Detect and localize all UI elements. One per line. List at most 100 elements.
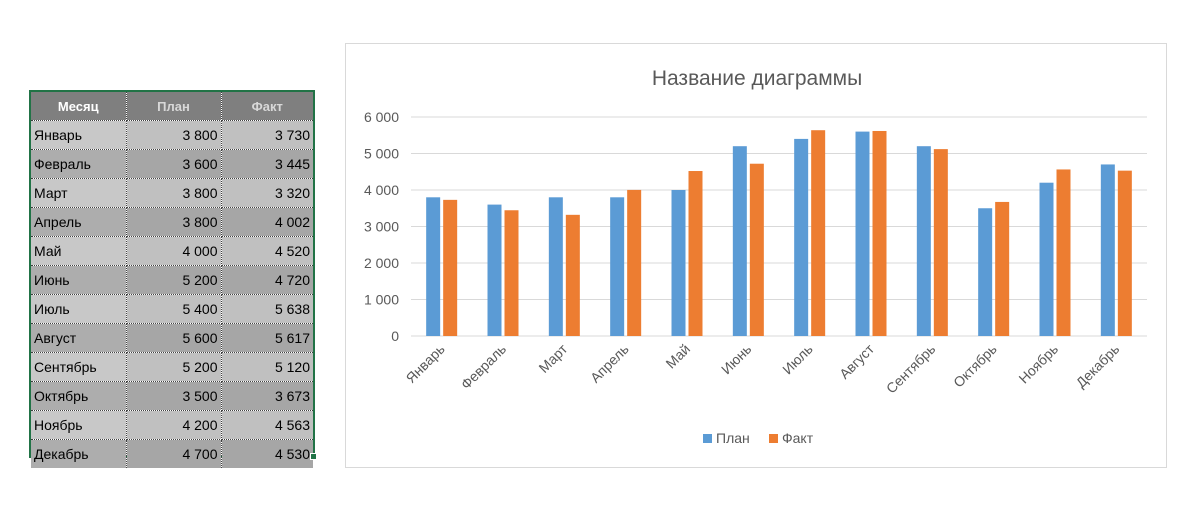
plan-cell[interactable]: 4 000 (126, 236, 222, 266)
header-fact[interactable]: Факт (221, 92, 313, 121)
bar-fact[interactable] (995, 201, 1010, 336)
month-cell[interactable]: Август (31, 323, 127, 353)
bar-plan[interactable] (610, 197, 625, 336)
chart-title[interactable]: Название диаграммы (652, 67, 862, 90)
x-tick-label: Август (836, 340, 878, 382)
fill-handle[interactable] (310, 453, 317, 460)
legend-label-fact: Факт (782, 430, 814, 446)
bar-fact[interactable] (1117, 170, 1132, 336)
month-cell[interactable]: Февраль (31, 149, 127, 179)
table-row: Декабрь 4 700 4 530 (31, 439, 313, 468)
plot-area[interactable] (426, 130, 1132, 336)
bar-fact[interactable] (688, 171, 703, 336)
plan-cell[interactable]: 3 800 (126, 207, 222, 237)
bar-plan[interactable] (855, 131, 870, 336)
plan-cell[interactable]: 3 500 (126, 381, 222, 411)
x-tick-label: Сентябрь (883, 341, 939, 397)
bar-plan[interactable] (794, 138, 809, 336)
fact-cell[interactable]: 4 002 (221, 207, 313, 237)
bar-plan[interactable] (426, 197, 441, 336)
bar-fact[interactable] (933, 149, 948, 336)
header-plan[interactable]: План (126, 92, 222, 121)
table-row: Январь 3 800 3 730 (31, 120, 313, 150)
legend[interactable]: План Факт (703, 430, 814, 446)
x-tick-label: Апрель (587, 341, 632, 386)
month-cell[interactable]: Апрель (31, 207, 127, 237)
y-axis: 0 1 000 2 000 3 000 4 000 5 000 6 000 (364, 109, 399, 344)
month-cell[interactable]: Июнь (31, 265, 127, 295)
bar-plan[interactable] (732, 146, 747, 336)
y-tick-label: 0 (391, 328, 399, 344)
bar-plan[interactable] (548, 197, 563, 336)
month-cell[interactable]: Октябрь (31, 381, 127, 411)
plan-cell[interactable]: 3 800 (126, 120, 222, 150)
plan-cell[interactable]: 5 400 (126, 294, 222, 324)
month-cell[interactable]: Январь (31, 120, 127, 150)
fact-cell[interactable]: 3 445 (221, 149, 313, 179)
data-table: Месяц План Факт Январь 3 800 3 730 Февраль 3… (31, 92, 313, 468)
plan-cell[interactable]: 3 600 (126, 149, 222, 179)
y-tick-label: 1 000 (364, 292, 399, 308)
chart-area[interactable]: Название диаграммы 0 1 000 2 000 3 000 4 000… (345, 43, 1167, 468)
fact-cell[interactable]: 5 638 (221, 294, 313, 324)
y-tick-label: 5 000 (364, 146, 399, 162)
bar-plan[interactable] (978, 208, 993, 336)
fact-cell[interactable]: 3 673 (221, 381, 313, 411)
table-row: Сентябрь 5 200 5 120 (31, 352, 313, 382)
fact-cell[interactable]: 4 720 (221, 265, 313, 295)
month-cell[interactable]: Май (31, 236, 127, 266)
x-tick-label: Май (662, 341, 693, 372)
fact-cell[interactable]: 3 320 (221, 178, 313, 208)
plan-cell[interactable]: 4 200 (126, 410, 222, 440)
fact-cell[interactable]: 4 530 (221, 439, 313, 468)
bar-fact[interactable] (1056, 169, 1071, 336)
x-tick-label: Январь (403, 341, 448, 386)
table-row: Июнь 5 200 4 720 (31, 265, 313, 295)
plan-cell[interactable]: 3 800 (126, 178, 222, 208)
table-row: Ноябрь 4 200 4 563 (31, 410, 313, 440)
x-tick-label: Февраль (458, 341, 510, 393)
y-tick-label: 6 000 (364, 109, 399, 125)
x-tick-label: Июнь (718, 341, 754, 377)
plan-cell[interactable]: 5 600 (126, 323, 222, 353)
legend-swatch-plan (703, 434, 712, 443)
bar-plan[interactable] (916, 146, 931, 336)
header-month[interactable]: Месяц (31, 92, 127, 121)
bar-fact[interactable] (565, 214, 580, 336)
plan-cell[interactable]: 4 700 (126, 439, 222, 468)
gridlines (411, 116, 1147, 337)
month-cell[interactable]: Июль (31, 294, 127, 324)
data-range[interactable]: Месяц План Факт Январь 3 800 3 730 Февраль 3… (29, 90, 317, 468)
bar-fact[interactable] (811, 130, 826, 336)
month-cell[interactable]: Март (31, 178, 127, 208)
fact-cell[interactable]: 4 520 (221, 236, 313, 266)
month-cell[interactable]: Декабрь (31, 439, 127, 468)
table-row: Август 5 600 5 617 (31, 323, 313, 353)
bar-plan[interactable] (1100, 164, 1115, 336)
fact-cell[interactable]: 5 120 (221, 352, 313, 382)
bar-fact[interactable] (872, 130, 887, 336)
bar-plan[interactable] (671, 190, 686, 336)
table-row: Май 4 000 4 520 (31, 236, 313, 266)
table-row: Март 3 800 3 320 (31, 178, 313, 208)
table-row: Июль 5 400 5 638 (31, 294, 313, 324)
x-axis: Январь Февраль Март Апрель Май Июнь Июль Август… (403, 340, 1123, 396)
bar-fact[interactable] (443, 199, 458, 336)
bar-chart: Название диаграммы 0 1 000 2 000 3 000 4 000… (364, 67, 1147, 446)
legend-swatch-fact (769, 434, 778, 443)
month-cell[interactable]: Сентябрь (31, 352, 127, 382)
bar-plan[interactable] (1039, 182, 1054, 336)
x-tick-label: Июль (779, 341, 816, 378)
fact-cell[interactable]: 5 617 (221, 323, 313, 353)
plan-cell[interactable]: 5 200 (126, 352, 222, 382)
fact-cell[interactable]: 4 563 (221, 410, 313, 440)
bar-fact[interactable] (504, 210, 519, 336)
month-cell[interactable]: Ноябрь (31, 410, 127, 440)
plan-cell[interactable]: 5 200 (126, 265, 222, 295)
y-tick-label: 3 000 (364, 219, 399, 235)
bar-plan[interactable] (487, 204, 502, 336)
x-tick-label: Март (535, 340, 570, 375)
fact-cell[interactable]: 3 730 (221, 120, 313, 150)
bar-fact[interactable] (627, 189, 642, 336)
bar-fact[interactable] (749, 163, 764, 336)
